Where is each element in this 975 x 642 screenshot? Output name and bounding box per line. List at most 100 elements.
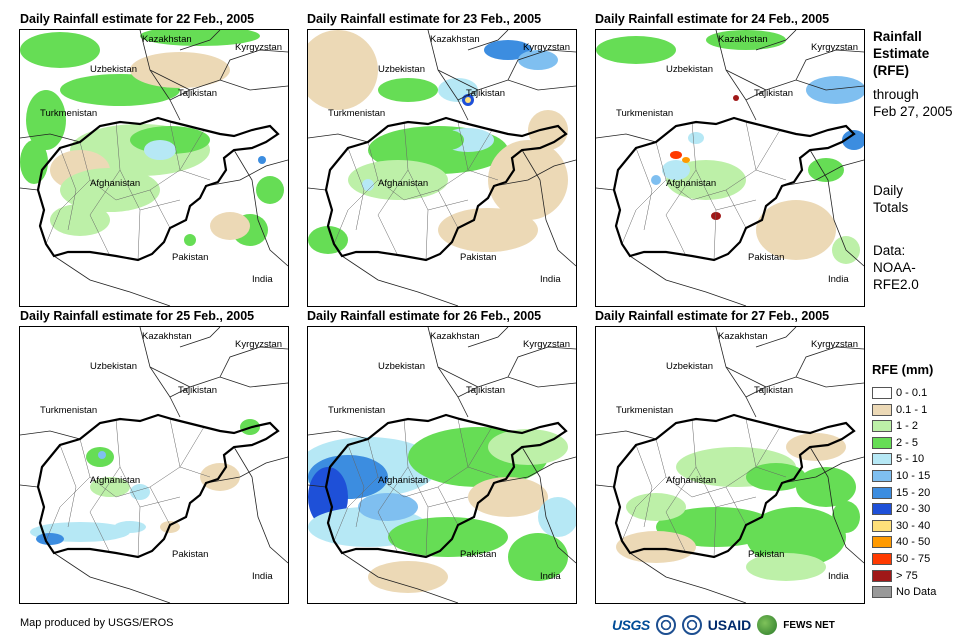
legend-item: 2 - 5 xyxy=(872,435,918,451)
sidebar-data-line2: NOAA- xyxy=(873,260,916,275)
noaa-seal-icon xyxy=(655,615,676,635)
map-label-afghanistan: Afghanistan xyxy=(378,178,428,189)
map-label-kazakhstan: Kazakhstan xyxy=(430,34,480,45)
rainfall-area xyxy=(184,234,196,246)
rainfall-area xyxy=(140,30,260,46)
province-border xyxy=(457,121,499,181)
country-border xyxy=(149,366,191,388)
province-border xyxy=(745,121,787,181)
map-label-tajikistan: Tajikistan xyxy=(754,385,793,396)
map-label-pakistan: Pakistan xyxy=(460,252,496,263)
legend-swatch xyxy=(872,420,892,433)
map-label-kyrgyzstan: Kyrgyzstan xyxy=(811,42,858,53)
panel-title-5: Daily Rainfall estimate for 26 Feb., 200… xyxy=(307,309,542,323)
country-border xyxy=(467,327,509,348)
province-border xyxy=(621,476,667,542)
province-border xyxy=(715,199,757,211)
map-label-india: India xyxy=(540,571,561,582)
legend-label: 15 - 20 xyxy=(896,486,931,499)
sidebar-daily-line1: Daily xyxy=(873,183,904,198)
country-border xyxy=(308,187,327,191)
province-border xyxy=(715,496,757,508)
country-border xyxy=(629,552,747,603)
province-border xyxy=(89,466,121,554)
province-border xyxy=(655,129,781,201)
map-label-pakistan: Pakistan xyxy=(172,252,208,263)
legend-item: 40 - 50 xyxy=(872,534,930,550)
country-border xyxy=(20,187,39,191)
fews-net-logo: FEWS NET xyxy=(783,619,835,631)
map-label-kazakhstan: Kazakhstan xyxy=(718,34,768,45)
afghanistan-border xyxy=(324,413,568,559)
legend-label: 40 - 50 xyxy=(896,536,931,549)
map-label-kazakhstan: Kazakhstan xyxy=(142,34,192,45)
rainfall-area xyxy=(518,50,558,70)
map-label-kyrgyzstan: Kyrgyzstan xyxy=(235,339,282,350)
map-label-uzbekistan: Uzbekistan xyxy=(378,64,425,75)
province-border xyxy=(45,179,91,245)
rainfall-area xyxy=(465,97,471,103)
province-border xyxy=(377,466,409,554)
province-border xyxy=(437,486,459,526)
map-label-afghanistan: Afghanistan xyxy=(378,475,428,486)
rainfall-area xyxy=(808,158,844,182)
rainfall-area xyxy=(258,156,266,164)
country-border xyxy=(755,30,797,51)
rainfall-area xyxy=(688,132,704,144)
country-border xyxy=(437,366,479,388)
province-border xyxy=(59,147,77,231)
rainfall-area xyxy=(378,78,438,102)
rainfall-area xyxy=(130,484,150,500)
map-label-afghanistan: Afghanistan xyxy=(666,178,716,189)
province-border xyxy=(691,418,717,558)
country-border xyxy=(219,49,288,81)
rainfall-area xyxy=(210,212,250,240)
province-border xyxy=(377,169,409,257)
province-border xyxy=(403,121,429,261)
legend-item: 50 - 75 xyxy=(872,551,930,567)
province-border xyxy=(149,486,171,526)
country-border xyxy=(20,484,39,488)
map-svg: Kazakhstan Kyrgyzstan Uzbekistan Tajikistan… xyxy=(308,30,576,306)
country-border xyxy=(205,456,288,484)
country-border xyxy=(725,69,767,91)
legend-label: 20 - 30 xyxy=(896,503,931,516)
country-border xyxy=(179,30,221,51)
rainfall-area xyxy=(130,52,230,88)
legend-item: No Data xyxy=(872,584,936,600)
rainfall-area xyxy=(796,467,856,507)
rainfall-area xyxy=(308,226,348,254)
map-label-india: India xyxy=(252,571,273,582)
country-border xyxy=(781,456,864,484)
map-label-turkmenistan: Turkmenistan xyxy=(616,405,673,416)
map-panel-1: Kazakhstan Kyrgyzstan Uzbekistan Tajikistan… xyxy=(19,29,289,307)
map-label-pakistan: Pakistan xyxy=(748,252,784,263)
rainfall-area xyxy=(50,204,110,236)
map-label-tajikistan: Tajikistan xyxy=(178,88,217,99)
map-svg: Kazakhstan Kyrgyzstan Uzbekistan Tajikistan… xyxy=(596,30,864,306)
map-label-tajikistan: Tajikistan xyxy=(754,88,793,99)
country-border xyxy=(596,430,657,440)
province-border xyxy=(115,418,141,558)
rainfall-area xyxy=(368,561,448,593)
province-border xyxy=(665,169,697,257)
rainfall-area xyxy=(706,30,786,50)
sidebar-daily: Daily Totals xyxy=(873,182,908,216)
province-border xyxy=(367,129,493,201)
rainfall-area xyxy=(508,533,568,581)
country-border xyxy=(507,49,576,81)
country-border xyxy=(507,346,576,378)
country-border xyxy=(725,366,767,388)
map-label-india: India xyxy=(252,274,273,285)
country-border xyxy=(521,446,576,564)
rainfall-area xyxy=(256,176,284,204)
panel-title-1: Daily Rainfall estimate for 22 Feb., 200… xyxy=(20,12,255,26)
map-label-afghanistan: Afghanistan xyxy=(90,178,140,189)
rainfall-area xyxy=(20,140,48,184)
rainfall-area xyxy=(144,140,176,160)
rainfall-area xyxy=(596,36,676,64)
province-border xyxy=(115,121,141,261)
rainfall-area xyxy=(432,130,464,150)
map-svg: Kazakhstan Kyrgyzstan Uzbekistan Tajikistan… xyxy=(20,30,288,306)
country-border xyxy=(493,159,576,187)
